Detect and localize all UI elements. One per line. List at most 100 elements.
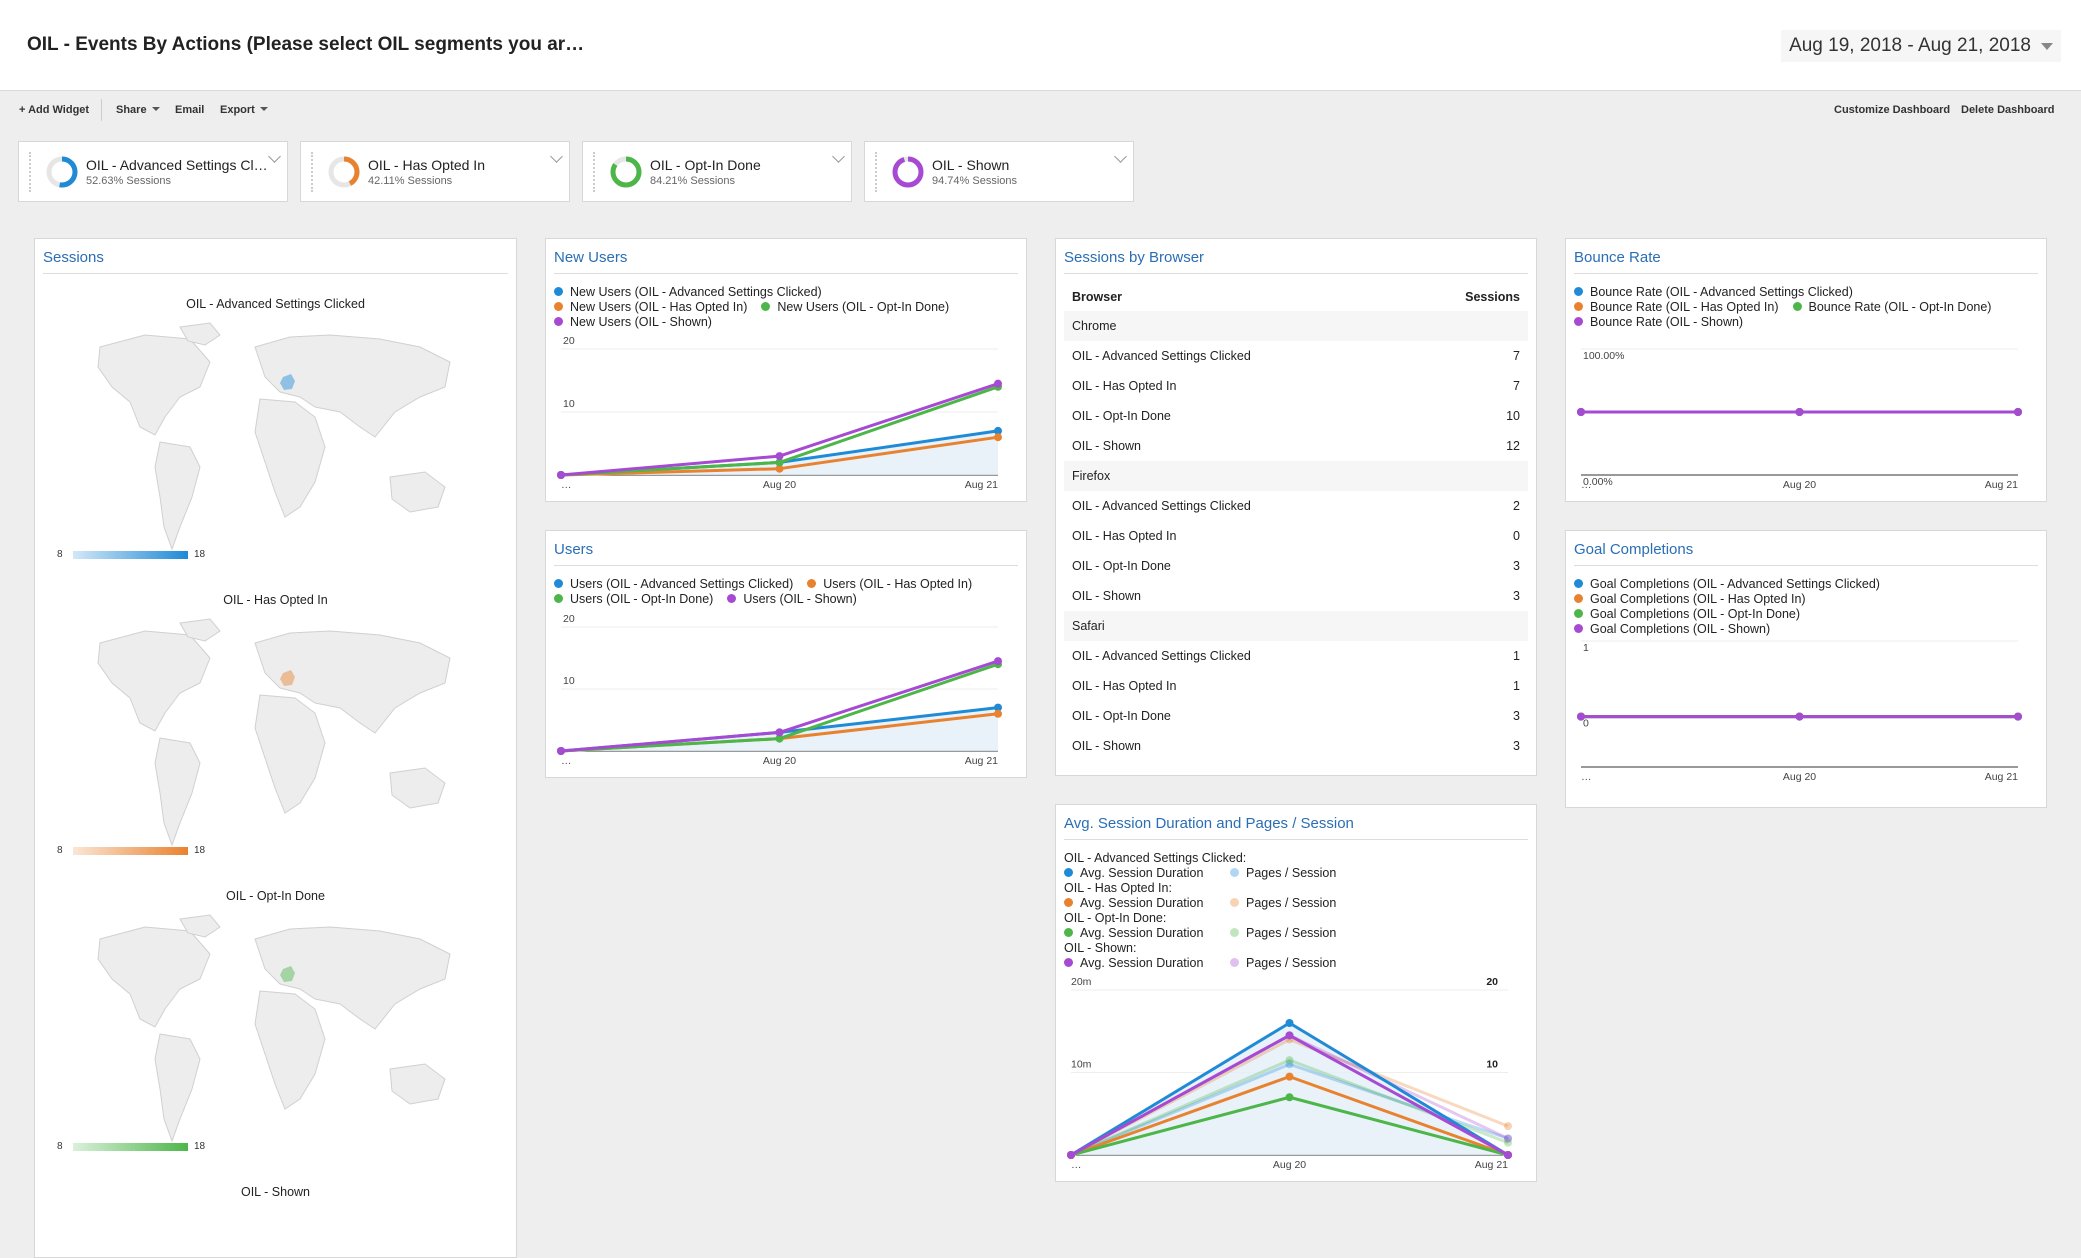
data-point[interactable] bbox=[1795, 408, 1804, 416]
widget-title[interactable]: Bounce Rate bbox=[1574, 249, 1661, 266]
world-map[interactable] bbox=[60, 613, 480, 853]
map-country-highlight[interactable] bbox=[280, 966, 295, 982]
x-tick-label: … bbox=[1581, 771, 1592, 783]
segment-card[interactable]: OIL - Opt-In Done 84.21% Sessions bbox=[582, 141, 852, 202]
goal-completions-line-chart[interactable]: 1 0 … Aug 20 Aug 21 bbox=[1566, 531, 2047, 808]
chevron-down-icon[interactable] bbox=[832, 150, 845, 163]
table-group-row[interactable]: Chrome bbox=[1064, 311, 1528, 341]
new-users-line-chart[interactable]: 20 10 … Aug 20 Aug 21 bbox=[546, 239, 1027, 502]
table-row[interactable]: OIL - Advanced Settings Clicked 2 bbox=[1064, 491, 1528, 521]
table-row[interactable]: OIL - Opt-In Done 3 bbox=[1064, 701, 1528, 731]
chevron-down-icon[interactable] bbox=[550, 150, 563, 163]
table-row[interactable]: OIL - Shown 3 bbox=[1064, 581, 1528, 611]
data-point[interactable] bbox=[994, 433, 1002, 442]
table-row[interactable]: OIL - Shown 3 bbox=[1064, 731, 1528, 761]
world-map[interactable] bbox=[60, 317, 480, 557]
delete-dashboard-button[interactable]: Delete Dashboard bbox=[1961, 104, 2055, 116]
data-point[interactable] bbox=[775, 452, 784, 461]
table-row[interactable]: OIL - Advanced Settings Clicked 1 bbox=[1064, 641, 1528, 671]
data-point[interactable] bbox=[1504, 1138, 1512, 1147]
data-point[interactable] bbox=[1504, 1151, 1512, 1159]
legend-dot bbox=[1064, 868, 1073, 877]
sessions-cell: 1 bbox=[1513, 649, 1520, 663]
data-point[interactable] bbox=[557, 471, 565, 479]
data-point[interactable] bbox=[775, 734, 784, 743]
segment-card[interactable]: OIL - Shown 94.74% Sessions bbox=[864, 141, 1134, 202]
sessions-cell: 3 bbox=[1513, 709, 1520, 723]
legend-dot bbox=[1574, 287, 1583, 296]
map-country-highlight[interactable] bbox=[280, 374, 295, 390]
data-point[interactable] bbox=[775, 458, 784, 467]
customize-dashboard-button[interactable]: Customize Dashboard bbox=[1834, 104, 1951, 116]
world-map[interactable] bbox=[60, 909, 480, 1149]
legend-item: Goal Completions (OIL - Advanced Setting… bbox=[1574, 577, 1880, 592]
table-row[interactable]: OIL - Opt-In Done 3 bbox=[1064, 551, 1528, 581]
legend-dot bbox=[1230, 898, 1239, 907]
data-point[interactable] bbox=[994, 703, 1002, 712]
drag-handle-icon[interactable] bbox=[593, 152, 598, 192]
widget-title[interactable]: Sessions by Browser bbox=[1064, 249, 1205, 266]
table-row[interactable]: OIL - Advanced Settings Clicked 7 bbox=[1064, 341, 1528, 371]
date-range-label: Aug 19, 2018 - Aug 21, 2018 bbox=[1789, 35, 2031, 56]
email-button[interactable]: Email bbox=[175, 104, 205, 116]
data-point[interactable] bbox=[1285, 1060, 1294, 1069]
data-point[interactable] bbox=[775, 728, 784, 737]
data-point[interactable] bbox=[1577, 408, 1585, 416]
users-line-chart[interactable]: 20 10 … Aug 20 Aug 21 bbox=[546, 531, 1027, 778]
table-row[interactable]: OIL - Has Opted In 1 bbox=[1064, 671, 1528, 701]
legend-item: Bounce Rate (OIL - Shown) bbox=[1574, 315, 1743, 330]
chart-legend: Goal Completions (OIL - Advanced Setting… bbox=[1574, 577, 1894, 637]
data-point[interactable] bbox=[994, 426, 1002, 435]
widget-title[interactable]: New Users bbox=[554, 249, 628, 266]
data-point[interactable] bbox=[2014, 712, 2022, 721]
widget-title[interactable]: Sessions bbox=[43, 249, 104, 266]
data-point[interactable] bbox=[1577, 712, 1585, 721]
data-point[interactable] bbox=[1285, 1031, 1294, 1040]
bounce-rate-line-chart[interactable]: 100.00% 0.00%… Aug 20 Aug 21 bbox=[1566, 239, 2047, 502]
share-menu-button[interactable]: Share bbox=[116, 104, 160, 116]
map-region bbox=[179, 322, 221, 346]
export-menu-button[interactable]: Export bbox=[220, 104, 268, 116]
column-header-browser[interactable]: Browser bbox=[1072, 290, 1123, 304]
data-point[interactable] bbox=[2014, 408, 2022, 416]
add-widget-button[interactable]: + Add Widget bbox=[19, 104, 90, 116]
table-row[interactable]: OIL - Has Opted In 0 bbox=[1064, 521, 1528, 551]
data-point[interactable] bbox=[994, 657, 1002, 666]
map-country-highlight[interactable] bbox=[280, 670, 295, 686]
date-range-picker[interactable]: Aug 19, 2018 - Aug 21, 2018 bbox=[1781, 30, 2061, 62]
legend-label: Bounce Rate (OIL - Shown) bbox=[1590, 315, 1744, 329]
drag-handle-icon[interactable] bbox=[29, 152, 34, 192]
data-point[interactable] bbox=[1285, 1093, 1294, 1102]
widget-title[interactable]: Avg. Session Duration and Pages / Sessio… bbox=[1064, 815, 1354, 832]
chevron-down-icon[interactable] bbox=[1114, 150, 1127, 163]
table-group-row[interactable]: Safari bbox=[1064, 611, 1528, 641]
legend-dot bbox=[554, 302, 563, 311]
table-row[interactable]: OIL - Shown 12 bbox=[1064, 431, 1528, 461]
segment-card[interactable]: OIL - Has Opted In 42.11% Sessions bbox=[300, 141, 570, 202]
data-point[interactable] bbox=[994, 709, 1002, 718]
widget-title[interactable]: Users bbox=[554, 541, 594, 558]
table-row[interactable]: OIL - Opt-In Done 10 bbox=[1064, 401, 1528, 431]
segment-card[interactable]: OIL - Advanced Settings Cl… 52.63% Sessi… bbox=[18, 141, 288, 202]
table-row[interactable]: OIL - Has Opted In 7 bbox=[1064, 371, 1528, 401]
data-point[interactable] bbox=[1285, 1056, 1294, 1065]
data-point[interactable] bbox=[1504, 1134, 1512, 1143]
widget-title[interactable]: Goal Completions bbox=[1574, 541, 1694, 558]
drag-handle-icon[interactable] bbox=[875, 152, 880, 192]
data-point[interactable] bbox=[1067, 1151, 1075, 1159]
drag-handle-icon[interactable] bbox=[311, 152, 316, 192]
data-point[interactable] bbox=[994, 379, 1002, 388]
data-point[interactable] bbox=[1795, 712, 1804, 721]
table-group-row[interactable]: Firefox bbox=[1064, 461, 1528, 491]
segment-cell: OIL - Shown bbox=[1072, 589, 1142, 603]
data-point[interactable] bbox=[1285, 1019, 1294, 1027]
data-point[interactable] bbox=[1285, 1072, 1294, 1081]
data-point[interactable] bbox=[557, 747, 565, 755]
avg-session-line-chart[interactable]: 20m 20 10m 10 … Aug 20 Aug 21 bbox=[1056, 805, 1537, 1182]
x-tick-label: Aug 20 bbox=[1273, 1159, 1306, 1171]
data-point[interactable] bbox=[1504, 1122, 1512, 1131]
data-point[interactable] bbox=[1504, 1134, 1512, 1143]
chevron-down-icon[interactable] bbox=[268, 150, 281, 163]
column-header-sessions[interactable]: Sessions bbox=[1465, 290, 1520, 304]
data-point[interactable] bbox=[775, 464, 784, 473]
